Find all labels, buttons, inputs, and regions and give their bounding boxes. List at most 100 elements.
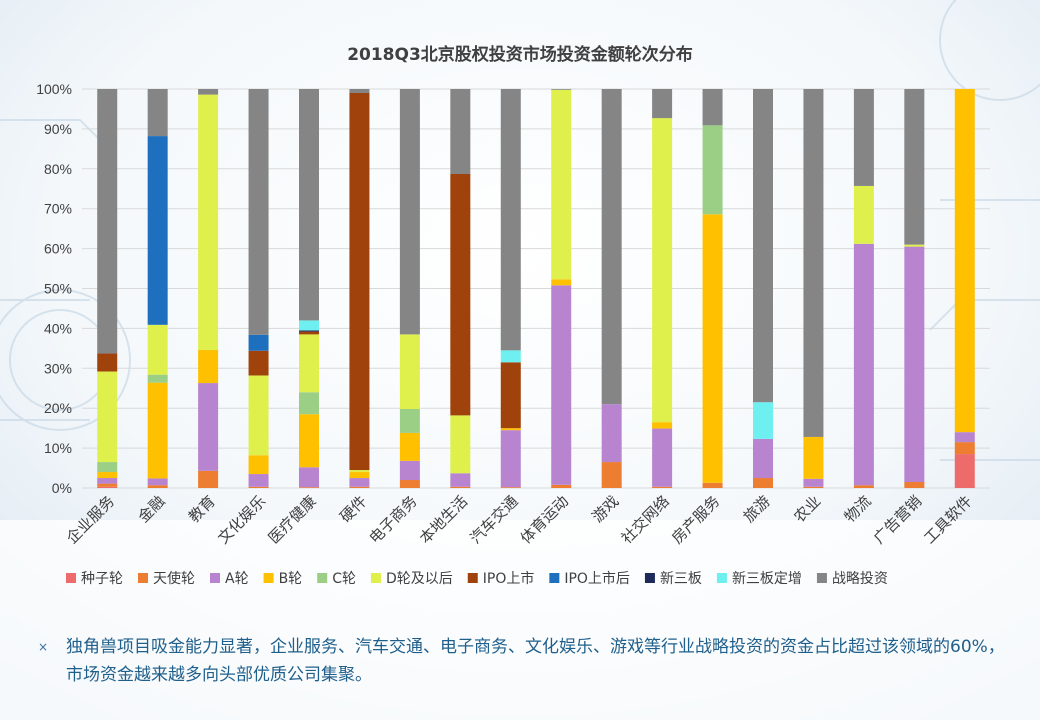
y-tick-label: 30% bbox=[44, 360, 72, 376]
y-tick-label: 40% bbox=[44, 320, 72, 336]
bar-segment bbox=[97, 353, 118, 372]
bar-segment bbox=[349, 470, 370, 473]
bar-segment bbox=[551, 285, 572, 485]
legend-label: 新三板定增 bbox=[732, 571, 802, 587]
bar-segment bbox=[652, 118, 673, 423]
x-tick-label: 医疗健康 bbox=[265, 492, 320, 547]
bar-segment bbox=[198, 349, 219, 384]
y-tick-label: 80% bbox=[44, 161, 72, 177]
legend-label: 种子轮 bbox=[81, 571, 123, 587]
x-tick-label: 文化娱乐 bbox=[214, 492, 269, 547]
bar-segment bbox=[904, 89, 925, 245]
legend-label: A轮 bbox=[225, 571, 249, 587]
x-tick-label: 体育运动 bbox=[517, 492, 572, 547]
bar-segment bbox=[551, 484, 572, 488]
x-tick-label: 游戏 bbox=[589, 492, 623, 526]
bar-segment bbox=[299, 334, 319, 393]
bars bbox=[97, 89, 975, 488]
bar-segment bbox=[399, 460, 420, 481]
legend-swatch bbox=[370, 573, 381, 583]
summary-note: 独角兽项目吸金能力显著，企业服务、汽车交通、电子商务、文化娱乐、游戏等行业战略投… bbox=[66, 637, 1005, 685]
bar-segment bbox=[299, 320, 319, 331]
x-tick-label: 企业服务 bbox=[63, 492, 118, 547]
bar-segment bbox=[551, 279, 572, 286]
y-tick-label: 10% bbox=[44, 440, 72, 456]
legend-swatch bbox=[644, 573, 655, 583]
bar-segment bbox=[753, 438, 773, 479]
bar-segment bbox=[853, 185, 874, 244]
bar-segment bbox=[853, 89, 874, 186]
legend-swatch bbox=[210, 573, 220, 583]
legend-label: 天使轮 bbox=[153, 570, 195, 587]
legend-swatch bbox=[549, 573, 560, 583]
bar-segment bbox=[853, 485, 874, 488]
bar-segment bbox=[702, 214, 723, 483]
bar-segment bbox=[652, 486, 673, 488]
y-tick-label: 20% bbox=[44, 400, 72, 416]
bar-segment bbox=[147, 478, 168, 486]
bar-segment bbox=[299, 331, 319, 335]
bar-segment bbox=[97, 483, 118, 487]
legend-swatch bbox=[816, 573, 827, 583]
bar-segment bbox=[954, 454, 975, 488]
bar-segment bbox=[198, 470, 219, 488]
bar-segment bbox=[97, 486, 118, 488]
bar-segment bbox=[904, 482, 925, 488]
legend-swatch bbox=[66, 573, 76, 583]
note-bullet: × bbox=[38, 640, 49, 654]
y-axis: 0% 10% 20% 30% 40% 50% 60% 70% 80% 90% 100% bbox=[36, 81, 72, 496]
bar-segment bbox=[349, 472, 370, 479]
bar-segment bbox=[450, 173, 471, 416]
bar-segment bbox=[500, 350, 521, 363]
bar-segment bbox=[500, 428, 521, 431]
bar-segment bbox=[248, 89, 269, 335]
bar-segment bbox=[147, 89, 168, 137]
bar-segment bbox=[198, 383, 219, 471]
legend-swatch bbox=[467, 573, 478, 583]
bar-segment bbox=[803, 478, 824, 487]
x-tick-label: 汽车交通 bbox=[466, 492, 521, 547]
bar-segment bbox=[349, 92, 370, 471]
legend-label: IPO上市 bbox=[483, 570, 535, 587]
x-tick-label: 教育 bbox=[185, 492, 219, 526]
bar-segment bbox=[551, 89, 572, 280]
y-gridlines bbox=[82, 88, 990, 489]
bar-segment bbox=[97, 89, 118, 354]
bar-segment bbox=[97, 462, 118, 473]
legend-label: 新三板 bbox=[660, 571, 702, 587]
bar-segment bbox=[803, 89, 824, 437]
bar-segment bbox=[349, 478, 370, 487]
legend-label: IPO上市后 bbox=[564, 570, 630, 587]
bar-segment bbox=[753, 478, 773, 488]
bar-segment bbox=[299, 414, 319, 468]
bar-segment bbox=[147, 374, 168, 383]
y-tick-label: 50% bbox=[44, 281, 72, 297]
x-tick-label: 工具软件 bbox=[920, 492, 975, 547]
legend-swatch bbox=[138, 573, 148, 583]
bar-segment bbox=[97, 371, 118, 463]
bar-segment bbox=[450, 473, 471, 487]
legend-swatch bbox=[263, 573, 274, 583]
bar-segment bbox=[500, 362, 521, 429]
bar-segment bbox=[399, 334, 420, 409]
chart-title: 2018Q3北京股权投资市场投资金额轮次分布 bbox=[347, 44, 693, 65]
bar-segment bbox=[147, 485, 168, 488]
bar-segment bbox=[551, 89, 572, 90]
bar-segment bbox=[652, 422, 673, 429]
x-tick-label: 旅游 bbox=[740, 492, 774, 526]
bar-segment bbox=[500, 430, 521, 488]
bar-segment bbox=[450, 89, 471, 174]
x-tick-label: 房产服务 bbox=[668, 492, 723, 547]
bar-segment bbox=[299, 330, 319, 332]
bar-segment bbox=[97, 478, 118, 484]
x-tick-label: 农业 bbox=[790, 492, 824, 526]
bar-segment bbox=[702, 482, 723, 488]
y-tick-label: 60% bbox=[44, 241, 72, 257]
bar-segment bbox=[248, 350, 269, 376]
legend-label: C轮 bbox=[332, 571, 356, 587]
x-tick-label: 金融 bbox=[135, 492, 169, 526]
y-tick-label: 100% bbox=[36, 81, 72, 97]
bar-segment bbox=[147, 324, 168, 375]
